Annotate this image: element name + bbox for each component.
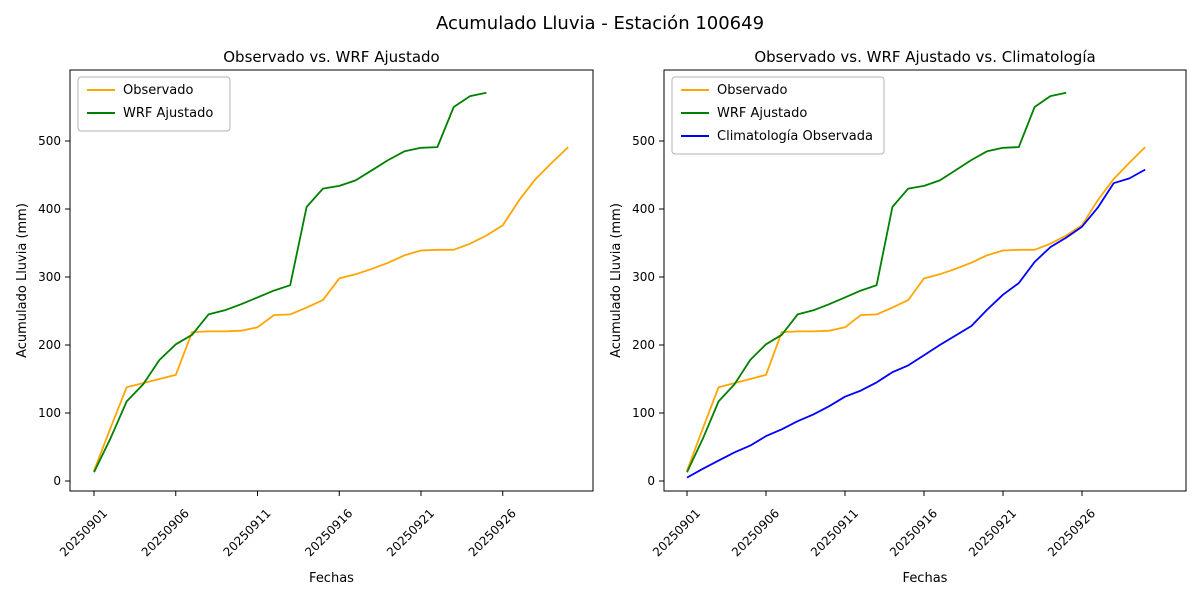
x-tick-label: 20250911 [221, 506, 274, 559]
x-tick-label: 20250926 [466, 506, 519, 559]
legend-label: Climatología Observada [717, 129, 873, 144]
climatologia-observada-line [686, 168, 1146, 479]
wrf-ajustado-line [93, 91, 487, 473]
x-tick-label: 20250916 [887, 506, 940, 559]
x-tick-label: 20250921 [966, 506, 1019, 559]
y-tick-label: 400 [38, 202, 61, 216]
y-tick-label: 100 [38, 406, 61, 420]
y-tick-label: 200 [632, 338, 655, 352]
legend-box [77, 76, 231, 132]
axes-frame [69, 69, 594, 492]
y-tick-label: 500 [38, 134, 61, 148]
legend-box [671, 76, 885, 155]
y-axis-label: Acumulado Lluvia (mm) [15, 203, 30, 358]
chart-title: Observado vs. WRF Ajustado vs. Climatolo… [754, 48, 1095, 66]
y-tick-label: 400 [632, 202, 655, 216]
y-tick-label: 100 [632, 406, 655, 420]
figure-suptitle: Acumulado Lluvia - Estación 100649 [435, 13, 765, 34]
x-tick-label: 20250901 [57, 506, 110, 559]
y-tick-label: 500 [632, 134, 655, 148]
legend-label: Observado [123, 83, 194, 98]
legend-label: WRF Ajustado [123, 106, 213, 121]
axes-frame [663, 69, 1187, 492]
left-chart: 0 100 200 300 400 500 20250901 20250906 20250911… [15, 48, 594, 586]
legend-label: Observado [717, 83, 788, 98]
x-tick-label: 20250921 [384, 506, 437, 559]
x-tick-label: 20250901 [650, 506, 703, 559]
observado-line [686, 146, 1146, 472]
x-axis-label: Fechas [903, 571, 948, 586]
x-tick-label: 20250911 [808, 506, 861, 559]
x-tick-label: 20250906 [139, 506, 192, 559]
y-tick-label: 300 [632, 270, 655, 284]
x-tick-label: 20250906 [729, 506, 782, 559]
y-tick-label: 0 [53, 474, 61, 488]
x-tick-label: 20250916 [302, 506, 355, 559]
legend-label: WRF Ajustado [717, 106, 807, 121]
x-axis-label: Fechas [309, 571, 354, 586]
y-axis-label: Acumulado Lluvia (mm) [609, 203, 624, 358]
y-tick-label: 200 [38, 338, 61, 352]
chart-title: Observado vs. WRF Ajustado [223, 48, 439, 66]
right-chart: 0 100 200 300 400 500 20250901 20250906 20250911… [609, 48, 1187, 586]
y-tick-label: 0 [647, 474, 655, 488]
x-tick-label: 20250926 [1045, 506, 1098, 559]
legend: Observado WRF Ajustado Climatología Observ… [671, 76, 885, 155]
legend: Observado WRF Ajustado [77, 76, 231, 132]
observado-line [93, 146, 569, 472]
wrf-ajustado-line [686, 91, 1067, 473]
y-tick-label: 300 [38, 270, 61, 284]
